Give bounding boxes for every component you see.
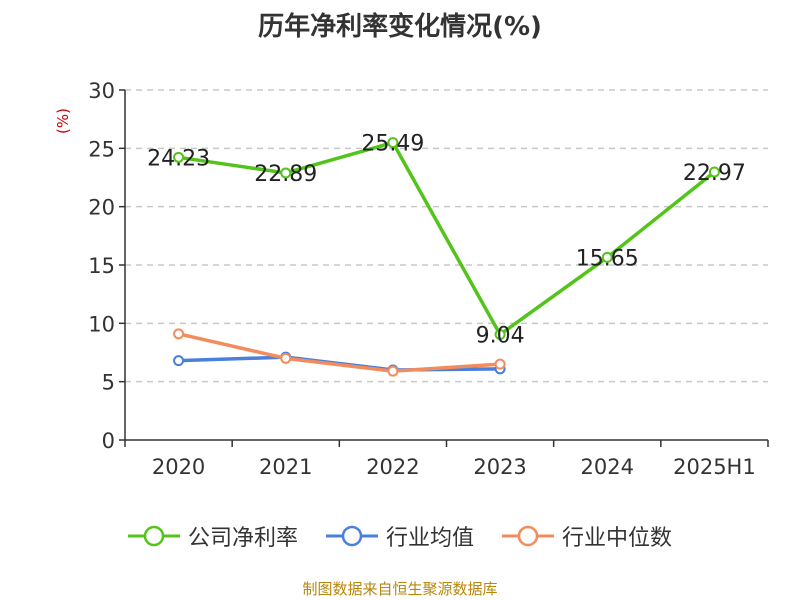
legend-item[interactable]: 行业均值 (325, 520, 474, 552)
data-point (280, 167, 292, 179)
data-point (173, 328, 185, 340)
data-label: 25.49 (361, 132, 424, 157)
data-point (494, 329, 506, 341)
y-tick-label: 30 (88, 79, 115, 103)
legend-label: 公司净利率 (187, 526, 298, 551)
x-tick-label: 2024 (581, 455, 634, 479)
series-line-0 (178, 140, 716, 337)
data-label: 22.97 (683, 161, 746, 186)
data-point (387, 365, 399, 377)
x-tick-label: 2023 (473, 455, 526, 479)
chart-legend: 公司净利率 行业均值 行业中位数 (0, 520, 800, 552)
x-tick-label: 2020 (152, 455, 205, 479)
data-point (280, 352, 292, 364)
legend-symbol-icon (502, 525, 554, 547)
data-label: 9.04 (476, 324, 525, 349)
x-tick-label: 2022 (366, 455, 419, 479)
legend-symbol-icon (127, 525, 180, 547)
y-tick-label: 15 (88, 254, 115, 278)
data-point (173, 355, 185, 367)
y-tick-label: 10 (88, 312, 115, 336)
x-tick-label: 2021 (259, 455, 312, 479)
data-point (494, 358, 506, 370)
y-tick-label: 0 (102, 429, 115, 453)
data-label: 24.23 (147, 146, 210, 171)
data-label: 15.65 (576, 246, 639, 271)
data-point (601, 251, 613, 263)
data-point (387, 137, 399, 149)
chart-title: 历年净利率变化情况(%) (258, 12, 542, 42)
x-tick-label: 2025H1 (673, 455, 756, 479)
legend-item[interactable]: 行业中位数 (502, 520, 672, 552)
data-point (708, 166, 720, 178)
series-line-2 (178, 332, 501, 373)
y-tick-label: 25 (88, 137, 115, 161)
data-source-note: 制图数据来自恒生聚源数据库 (302, 580, 498, 598)
y-tick-label: 5 (102, 371, 115, 395)
legend-item[interactable]: 公司净利率 (127, 520, 298, 552)
data-point (173, 151, 185, 163)
legend-label: 行业中位数 (562, 526, 673, 551)
data-label: 22.89 (254, 162, 317, 187)
legend-symbol-icon (325, 525, 378, 547)
legend-label: 行业均值 (385, 526, 474, 551)
y-tick-label: 20 (88, 196, 115, 220)
